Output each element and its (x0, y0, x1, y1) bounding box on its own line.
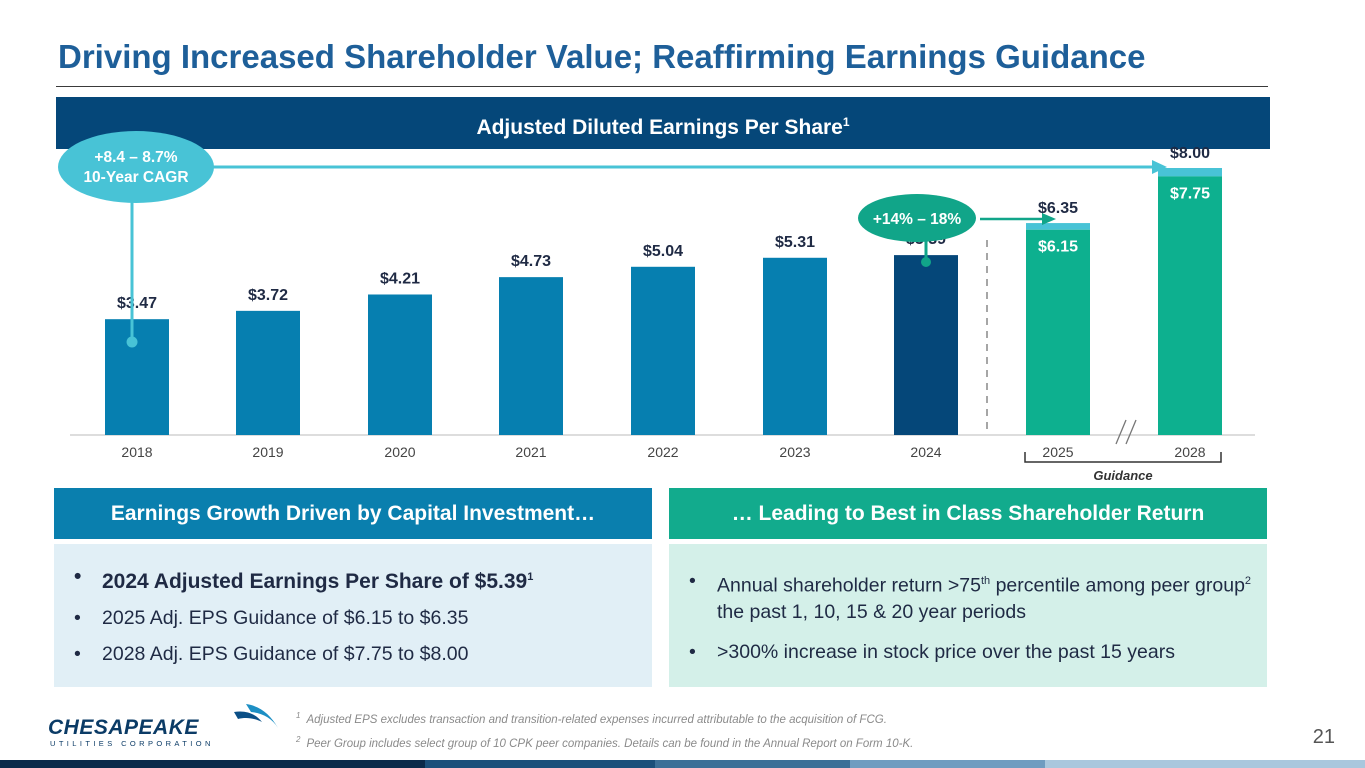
bar-label-2018: $3.47 (117, 295, 157, 312)
page-number: 21 (1312, 726, 1335, 748)
footnote-1-number: 1 (296, 711, 301, 720)
left-panel-heading: Earnings Growth Driven by Capital Invest… (54, 488, 652, 539)
footnote-1: 1 Adjusted EPS excludes transaction and t… (296, 706, 913, 730)
bar-low-label-2028: $7.75 (1170, 185, 1210, 202)
left-panel-body: 2024 Adjusted Earnings Per Share of $5.3… (54, 544, 652, 687)
left-bullet-1: 2024 Adjusted Earnings Per Share of $5.3… (54, 564, 652, 595)
bar-label-2023: $5.31 (775, 234, 815, 251)
bar-high-label-2028: $8.00 (1170, 145, 1210, 162)
footer-bar-segment-2 (425, 760, 655, 768)
footer-bar-segment-5 (1045, 760, 1365, 768)
footnote-2: 2 Peer Group includes select group of 10 … (296, 730, 913, 754)
guidance-range-2025 (1026, 223, 1090, 230)
right-bullet-1-sup-th: th (980, 575, 991, 587)
bar-2025 (1026, 229, 1090, 435)
bar-2028 (1158, 176, 1222, 435)
footer-bar-segment-3 (655, 760, 850, 768)
right-bullet-1-footnote: 2 (1244, 575, 1252, 587)
right-bullet-1-part-a: Annual shareholder return >75 (717, 574, 981, 597)
left-bullet-1-text: 2024 Adjusted Earnings Per Share of $5.3… (102, 570, 528, 593)
axis-break-mark-2 (1125, 419, 1137, 445)
chart-header-footnote: 1 (842, 115, 850, 129)
logo-subtitle: UTILITIES CORPORATION (50, 739, 214, 748)
footnote-1-text: Adjusted EPS excludes transaction and tr… (306, 713, 887, 726)
x-tick-2028: 2028 (1174, 444, 1205, 460)
bar-2018 (105, 319, 169, 435)
x-tick-2025: 2025 (1042, 444, 1073, 460)
right-bullet-1-part-b: percentile among peer group (990, 574, 1245, 597)
bar-2019 (236, 310, 300, 435)
bar-2022 (631, 266, 695, 435)
axis-break-mark-1 (1115, 419, 1127, 445)
x-tick-2024: 2024 (910, 444, 941, 460)
footnote-2-text: Peer Group includes select group of 10 C… (306, 737, 914, 750)
title-divider (56, 86, 1268, 87)
guidance-bracket (1024, 452, 1222, 463)
x-tick-2023: 2023 (779, 444, 810, 460)
x-tick-2018: 2018 (121, 444, 152, 460)
right-bullet-1-part-c: the past 1, 10, 15 & 20 year periods (717, 600, 1026, 623)
growth-connector-dot (921, 257, 931, 267)
right-bullet-2: >300% increase in stock price over the p… (669, 639, 1267, 665)
bar-high-label-2025: $6.35 (1038, 200, 1078, 217)
chart-header: Adjusted Diluted Earnings Per Share1 (56, 97, 1270, 149)
page-title: Driving Increased Shareholder Value; Rea… (58, 38, 1146, 75)
cagr-connector-dot (126, 336, 138, 348)
left-bullet-1-footnote: 1 (527, 571, 534, 583)
chart-header-text: Adjusted Diluted Earnings Per Share (476, 116, 843, 139)
bar-2020 (368, 294, 432, 435)
left-bullet-3: 2028 Adj. EPS Guidance of $7.75 to $8.00 (54, 641, 652, 667)
cagr-arrow-head (1152, 160, 1167, 174)
logo-bird-icon (246, 704, 278, 728)
bar-2023 (763, 257, 827, 435)
footnote-2-number: 2 (296, 734, 301, 744)
bar-label-2021: $4.73 (511, 253, 551, 270)
logo-wordmark: CHESAPEAKE (48, 716, 199, 739)
growth-bubble (858, 194, 976, 242)
guidance-range-2028 (1158, 168, 1222, 177)
cagr-bubble (58, 131, 214, 203)
x-tick-2019: 2019 (252, 444, 283, 460)
cagr-text-line1: +8.4 – 8.7% (94, 149, 177, 166)
x-tick-2020: 2020 (384, 444, 415, 460)
cagr-text-line2: 10-Year CAGR (83, 169, 188, 186)
bar-2021 (499, 277, 563, 435)
chesapeake-logo: CHESAPEAKE UTILITIES CORPORATION (48, 704, 278, 748)
guidance-label: Guidance (1093, 468, 1152, 483)
right-panel-body: Annual shareholder return >75th percenti… (669, 544, 1267, 687)
logo-bird-wing-icon (234, 711, 262, 722)
left-bullet-2: 2025 Adj. EPS Guidance of $6.15 to $6.35 (54, 605, 652, 631)
growth-text: +14% – 18% (873, 211, 962, 228)
bar-label-2022: $5.04 (643, 243, 683, 260)
footer-bar-segment-4 (850, 760, 1045, 768)
bar-low-label-2025: $6.15 (1038, 239, 1078, 256)
footnotes: 1 Adjusted EPS excludes transaction and t… (296, 706, 913, 754)
left-bullet-list: 2024 Adjusted Earnings Per Share of $5.3… (54, 544, 652, 667)
right-bullet-1: Annual shareholder return >75th percenti… (669, 568, 1267, 625)
right-bullet-list: Annual shareholder return >75th percenti… (669, 544, 1267, 665)
bar-label-2020: $4.21 (380, 270, 420, 287)
x-tick-2021: 2021 (515, 444, 546, 460)
bar-label-2019: $3.72 (248, 287, 288, 304)
eps-bar-chart: $3.47$3.72$4.21$4.73$5.04$5.31$5.39$6.35… (58, 131, 1255, 483)
growth-arrow-head (1042, 213, 1056, 225)
footer-bar-segment-1 (0, 760, 425, 768)
x-tick-2022: 2022 (647, 444, 678, 460)
bar-2024 (894, 255, 958, 435)
right-panel-heading: … Leading to Best in Class Shareholder R… (669, 488, 1267, 539)
